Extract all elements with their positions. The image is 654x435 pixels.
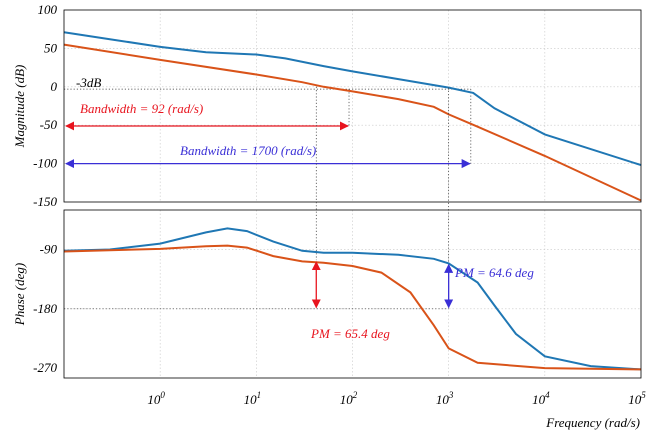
magnitude-curves	[63, 31, 642, 202]
frequency-tick-label: 103	[436, 390, 454, 407]
phase-series-line	[63, 227, 642, 371]
frequency-tick-label: 104	[532, 390, 550, 407]
phase-frame	[63, 209, 642, 379]
bandwidth-1700-label: Bandwidth = 1700 (rad/s)	[180, 143, 316, 158]
pm-64-6-label: PM = 64.6 deg	[454, 265, 534, 280]
magnitude-series-line	[63, 43, 642, 202]
frequency-tick-label: 105	[628, 390, 646, 407]
phase-tick-label: -270	[33, 360, 57, 375]
phase-tick-label: -90	[40, 242, 58, 257]
magnitude-frame	[63, 9, 642, 203]
magnitude-series-line	[63, 31, 642, 167]
frequency-axis-label: Frequency (rad/s)	[545, 415, 640, 430]
frequency-tick-label: 102	[340, 390, 358, 407]
magnitude-guides	[64, 88, 472, 164]
magnitude-tick-label: 50	[44, 40, 58, 55]
phase-tick-label: -180	[33, 301, 57, 316]
frequency-tick-label: 100	[147, 390, 165, 407]
frequency-tick-label: 101	[244, 390, 261, 407]
magnitude-panel: 100 50 0 -50 -100 -150 Magnitude (dB) -3dB Ba…	[12, 2, 642, 209]
bandwidth-92-label: Bandwidth = 92 (rad/s)	[80, 101, 203, 116]
phase-y-ticks: -90 -180 -270	[33, 242, 57, 376]
magnitude-y-ticks: 100 50 0 -50 -100 -150	[33, 2, 57, 209]
magnitude-tick-label: -150	[33, 194, 57, 209]
phase-grid	[64, 210, 641, 378]
phase-x-ticks: 100 101 102 103 104 105	[147, 390, 646, 407]
magnitude-tick-label: 100	[38, 2, 58, 17]
minus-3db-label: -3dB	[76, 75, 101, 90]
magnitude-tick-label: -100	[33, 156, 57, 171]
phase-guides	[64, 86, 450, 310]
phase-curves	[63, 227, 642, 371]
phase-panel: -90 -180 -270 100 101 102 103 104 105 Phase (de…	[12, 86, 646, 430]
pm-65-4-label: PM = 65.4 deg	[310, 326, 390, 341]
magnitude-tick-label: -50	[40, 117, 58, 132]
phase-series-line	[63, 244, 642, 371]
magnitude-axis-label: Magnitude (dB)	[12, 65, 27, 149]
magnitude-tick-label: 0	[51, 79, 58, 94]
phase-axis-label: Phase (deg)	[12, 263, 27, 326]
